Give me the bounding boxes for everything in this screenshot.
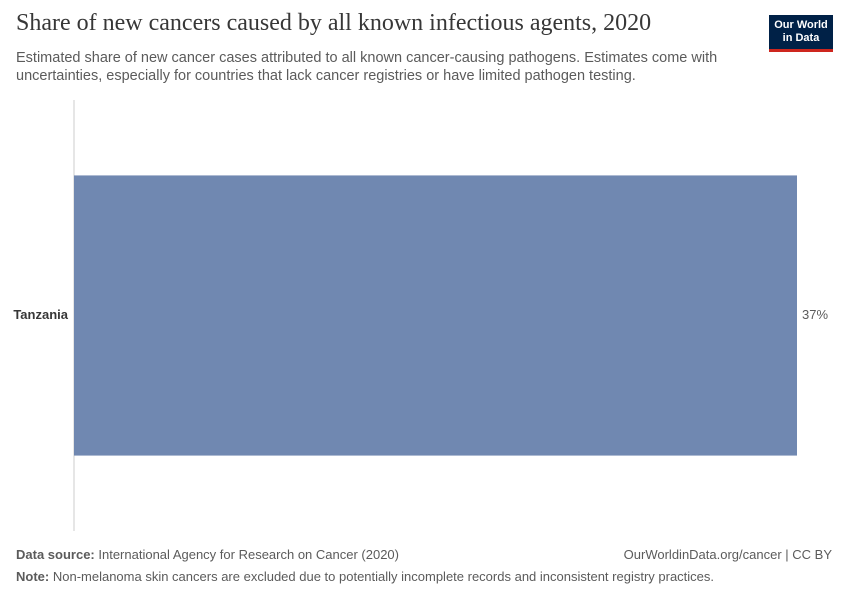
chart-title: Share of new cancers caused by all known… [16, 10, 652, 36]
source-text: International Agency for Research on Can… [98, 547, 399, 562]
note-label: Note: [16, 569, 50, 584]
logo[interactable]: Our World in Data [769, 15, 833, 52]
category-label: Tanzania [13, 307, 68, 322]
chart-subtitle: Estimated share of new cancer cases attr… [16, 50, 718, 84]
value-label: 37% [802, 307, 828, 322]
url[interactable]: OurWorldinData.org/cancer | CC BY [623, 547, 832, 562]
source: Data source: International Agency for Re… [16, 547, 399, 562]
logo-line: in Data [782, 32, 820, 44]
bar [74, 175, 797, 456]
note-text: Non-melanoma skin cancers are excluded d… [52, 569, 715, 584]
note: Note: Non-melanoma skin cancers are excl… [16, 569, 714, 584]
source-label: Data source: [16, 547, 95, 562]
logo-line: Our World [774, 19, 828, 31]
